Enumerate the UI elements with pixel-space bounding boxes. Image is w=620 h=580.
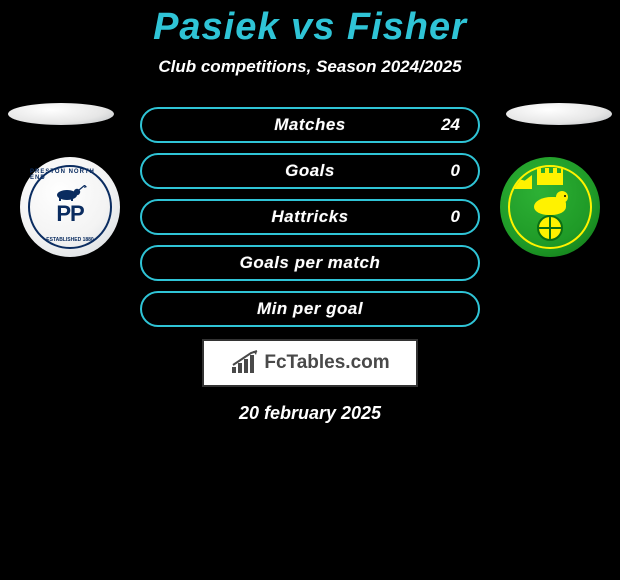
- crest-ring: PRESTON NORTH END PP ESTABLISHED 1880: [28, 165, 112, 249]
- stat-row-matches: Matches 24: [140, 107, 480, 143]
- stat-value-right: 24: [441, 115, 460, 135]
- stat-value-right: 0: [451, 207, 460, 227]
- right-ellipse-decor: [506, 103, 612, 125]
- page-title: Pasiek vs Fisher: [0, 0, 620, 49]
- stat-label: Hattricks: [271, 207, 348, 227]
- crest-arc-top: PRESTON NORTH END: [30, 169, 110, 181]
- football-icon: [537, 215, 563, 241]
- page-subtitle: Club competitions, Season 2024/2025: [0, 57, 620, 77]
- stat-value-right: 0: [451, 161, 460, 181]
- crest-inner: [508, 165, 592, 249]
- stat-row-goals: Goals 0: [140, 153, 480, 189]
- stat-label: Min per goal: [257, 299, 363, 319]
- stat-row-goals-per-match: Goals per match: [140, 245, 480, 281]
- brand-text: FcTables.com: [264, 352, 389, 374]
- stat-label: Matches: [274, 115, 346, 135]
- stat-row-min-per-goal: Min per goal: [140, 291, 480, 327]
- lion-icon: [514, 175, 532, 189]
- right-club-crest: [500, 157, 600, 257]
- castle-icon: [537, 173, 563, 185]
- date-line: 20 february 2025: [0, 403, 620, 424]
- stat-label: Goals per match: [240, 253, 381, 273]
- stats-list: Matches 24 Goals 0 Hattricks 0 Goals per…: [140, 107, 480, 327]
- brand-box[interactable]: FcTables.com: [202, 339, 418, 387]
- stat-row-hattricks: Hattricks 0: [140, 199, 480, 235]
- lamb-icon: [53, 185, 87, 204]
- comparison-container: PRESTON NORTH END PP ESTABLISHED 1880: [0, 107, 620, 424]
- left-club-crest: PRESTON NORTH END PP ESTABLISHED 1880: [20, 157, 120, 257]
- stat-label: Goals: [285, 161, 335, 181]
- left-ellipse-decor: [8, 103, 114, 125]
- crest-arc-bottom: ESTABLISHED 1880: [46, 237, 93, 243]
- bar-chart-icon: [230, 349, 260, 377]
- crest-monogram: PP: [56, 201, 83, 227]
